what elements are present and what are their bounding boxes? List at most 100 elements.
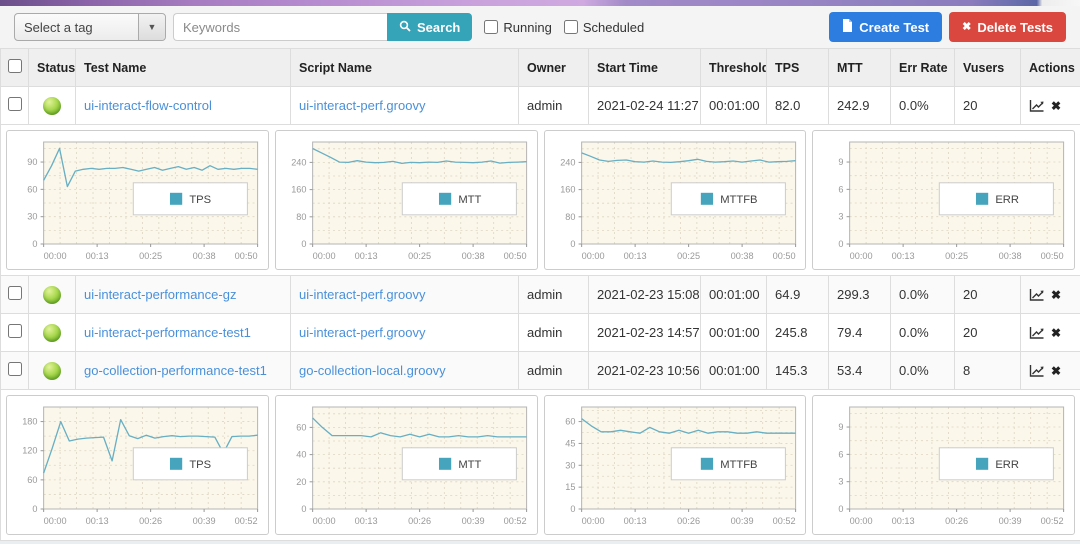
svg-text:20: 20: [296, 477, 306, 487]
svg-text:MTT: MTT: [458, 459, 481, 471]
svg-text:00:25: 00:25: [677, 251, 700, 261]
delete-row-icon[interactable]: ✖: [1051, 98, 1062, 113]
svg-text:00:26: 00:26: [408, 516, 431, 526]
test-name-link[interactable]: go-collection-performance-test1: [84, 363, 267, 378]
svg-text:00:13: 00:13: [623, 251, 646, 261]
tag-select[interactable]: Select a tag ▼: [14, 13, 166, 41]
threshold-cell: 00:01:00: [700, 86, 767, 125]
svg-text:0: 0: [839, 239, 844, 249]
select-all-checkbox[interactable]: [7, 59, 22, 73]
err-rate-cell: 0.0%: [890, 275, 955, 314]
x-icon: ✖: [962, 20, 972, 33]
svg-text:9: 9: [839, 157, 844, 167]
delete-tests-button[interactable]: ✖ Delete Tests: [949, 12, 1066, 42]
start-time-cell: 2021-02-23 15:08: [588, 275, 701, 314]
svg-text:00:50: 00:50: [235, 251, 258, 261]
script-name-link[interactable]: go-collection-local.groovy: [299, 363, 446, 378]
running-checkbox-label[interactable]: Running: [484, 20, 552, 35]
chevron-down-icon[interactable]: ▼: [138, 14, 165, 40]
script-name-link[interactable]: ui-interact-perf.groovy: [299, 325, 426, 340]
svg-text:30: 30: [565, 460, 575, 470]
scheduled-checkbox[interactable]: [563, 20, 578, 34]
start-time-cell: 2021-02-23 14:57: [588, 313, 701, 352]
mtt-cell: 79.4: [828, 313, 891, 352]
test-name-link[interactable]: ui-interact-flow-control: [84, 98, 212, 113]
mtt-cell: 242.9: [828, 86, 891, 125]
report-chart-icon[interactable]: [1029, 364, 1045, 378]
running-checkbox[interactable]: [484, 20, 499, 34]
test-name-link[interactable]: ui-interact-performance-gz: [84, 287, 237, 302]
start-time-cell: 2021-02-23 10:56: [588, 351, 701, 390]
header-test-name: Test Name: [75, 48, 291, 87]
scheduled-checkbox-label[interactable]: Scheduled: [563, 20, 644, 35]
report-chart-icon[interactable]: [1029, 288, 1045, 302]
header-script-name: Script Name: [290, 48, 519, 87]
svg-text:00:50: 00:50: [1041, 251, 1064, 261]
status-icon: [43, 285, 61, 304]
test-row: ui-interact-flow-control ui-interact-per…: [0, 86, 1080, 125]
create-test-label: Create Test: [859, 19, 930, 35]
mtt-chart-panel: 0 20 40 60 00:00 00:13 00:26 00:39 00:52 MTT: [274, 395, 538, 535]
svg-text:15: 15: [565, 482, 575, 492]
svg-text:0: 0: [570, 504, 575, 514]
svg-text:00:38: 00:38: [999, 251, 1022, 261]
toolbar: Select a tag ▼ Search Running Scheduled …: [0, 6, 1080, 48]
keywords-input[interactable]: [173, 13, 387, 41]
test-name-link[interactable]: ui-interact-performance-test1: [84, 325, 251, 340]
svg-text:6: 6: [839, 184, 844, 194]
script-name-link[interactable]: ui-interact-perf.groovy: [299, 98, 426, 113]
svg-text:00:52: 00:52: [1041, 516, 1064, 526]
svg-text:00:38: 00:38: [461, 251, 484, 261]
search-button[interactable]: Search: [387, 13, 473, 41]
svg-text:00:00: 00:00: [312, 251, 335, 261]
file-icon: [842, 19, 853, 35]
svg-text:6: 6: [839, 449, 844, 459]
search-icon: [399, 20, 411, 35]
delete-row-icon[interactable]: ✖: [1051, 287, 1062, 302]
header-vusers: Vusers: [954, 48, 1021, 87]
delete-row-icon[interactable]: ✖: [1051, 325, 1062, 340]
vusers-cell: 8: [954, 351, 1021, 390]
row-checkbox[interactable]: [7, 362, 22, 376]
row-checkbox[interactable]: [7, 286, 22, 300]
svg-text:00:13: 00:13: [892, 251, 915, 261]
svg-text:00:39: 00:39: [461, 516, 484, 526]
report-chart-icon[interactable]: [1029, 326, 1045, 340]
svg-text:40: 40: [296, 450, 306, 460]
owner-cell: admin: [518, 351, 589, 390]
svg-text:00:52: 00:52: [772, 516, 795, 526]
table-header-row: Status Test Name Script Name Owner Start…: [0, 48, 1080, 87]
script-name-link[interactable]: ui-interact-perf.groovy: [299, 287, 426, 302]
test-row: ui-interact-performance-gz ui-interact-p…: [0, 275, 1080, 314]
tag-select-value: Select a tag: [24, 20, 93, 35]
mttfb-chart-panel: 0 15 30 45 60 00:00 00:13 00:26 00:39 00:52 MTTFB: [543, 395, 807, 535]
status-icon: [43, 323, 61, 342]
svg-text:00:00: 00:00: [581, 516, 604, 526]
svg-text:00:39: 00:39: [730, 516, 753, 526]
row-checkbox[interactable]: [7, 324, 22, 338]
svg-text:0: 0: [32, 239, 37, 249]
err-rate-cell: 0.0%: [890, 313, 955, 352]
delete-row-icon[interactable]: ✖: [1051, 363, 1062, 378]
svg-text:00:25: 00:25: [139, 251, 162, 261]
mtt-cell: 299.3: [828, 275, 891, 314]
err-chart-panel: 0 3 6 9 00:00 00:13 00:25 00:38 00:50 ERR: [812, 130, 1075, 270]
svg-text:00:13: 00:13: [86, 251, 109, 261]
create-test-button[interactable]: Create Test: [829, 12, 943, 42]
report-chart-icon[interactable]: [1029, 99, 1045, 113]
svg-text:160: 160: [291, 185, 306, 195]
svg-text:00:39: 00:39: [999, 516, 1022, 526]
row-checkbox[interactable]: [7, 97, 22, 111]
tests-table: Status Test Name Script Name Owner Start…: [0, 48, 1080, 541]
tps-cell: 145.3: [766, 351, 829, 390]
svg-text:00:00: 00:00: [850, 516, 873, 526]
svg-text:00:26: 00:26: [677, 516, 700, 526]
svg-text:00:13: 00:13: [892, 516, 915, 526]
svg-text:160: 160: [560, 185, 575, 195]
svg-text:00:26: 00:26: [945, 516, 968, 526]
svg-text:00:25: 00:25: [945, 251, 968, 261]
svg-text:0: 0: [32, 504, 37, 514]
svg-text:00:13: 00:13: [86, 516, 109, 526]
svg-text:0: 0: [301, 239, 306, 249]
svg-text:TPS: TPS: [189, 459, 211, 471]
